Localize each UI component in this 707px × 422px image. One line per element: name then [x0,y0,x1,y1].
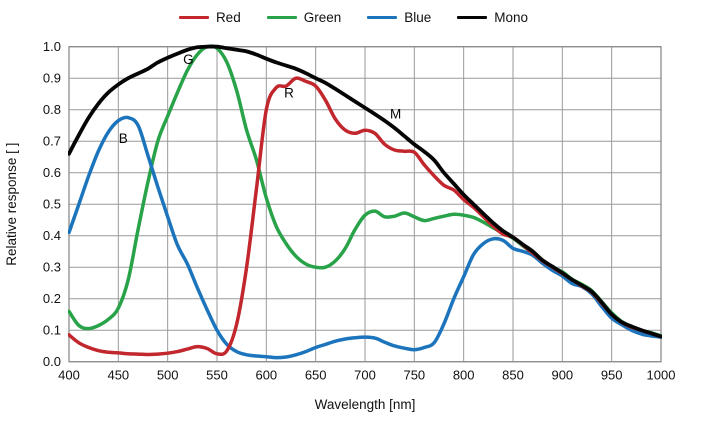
legend-swatch-blue [367,15,398,19]
x-tick-label: 700 [354,368,376,383]
y-tick-label: 0.9 [43,71,61,86]
y-tick-label: 0.5 [43,197,61,212]
x-tick-label: 400 [58,368,80,383]
legend-label-blue: Blue [404,9,432,25]
x-tick-label: 900 [551,368,573,383]
legend-swatch-red [178,15,209,19]
y-tick-label: 0.3 [43,260,61,275]
curve-annotation-r: R [284,86,294,101]
x-tick-label: 800 [453,368,475,383]
x-tick-label: 500 [157,368,179,383]
legend-item-red: Red [178,9,241,25]
legend-label-mono: Mono [494,9,529,25]
y-tick-label: 0.2 [43,291,61,306]
y-tick-label: 0.0 [43,354,61,369]
curve-annotation-m: M [390,107,401,122]
series-line-blue [68,115,662,360]
legend-item-green: Green [266,9,342,25]
legend-item-blue: Blue [367,10,431,25]
y-tick-label: 0.7 [43,134,61,149]
x-tick-label: 650 [305,368,327,383]
curve-annotation-g: G [183,52,194,67]
curve-annotation-b: B [119,131,128,146]
x-tick-label: 750 [403,368,425,383]
series-line-mono [68,44,662,339]
y-axis-label: Relative response [ ] [4,143,19,266]
y-tick-label: 1.0 [43,39,61,54]
x-axis-label: Wavelength [nm] [315,397,416,412]
x-tick-label: 600 [255,368,277,383]
x-tick-label: 850 [502,368,524,383]
x-tick-label: 550 [206,368,228,383]
legend-label-red: Red [215,9,241,25]
x-tick-label: 450 [107,368,129,383]
plot-frame [68,46,662,363]
x-tick-label: 1000 [647,368,676,383]
y-tick-label: 0.4 [43,228,61,243]
legend: Red Green Blue Mono [0,6,707,28]
x-tick-label: 950 [601,368,623,383]
legend-label-green: Green [303,9,342,25]
y-tick-label: 0.6 [43,165,61,180]
legend-swatch-mono [457,15,488,19]
legend-item-mono: Mono [457,10,528,25]
y-tick-label: 0.1 [43,323,61,338]
y-tick-label: 0.8 [43,102,61,117]
legend-swatch-green [266,15,297,19]
